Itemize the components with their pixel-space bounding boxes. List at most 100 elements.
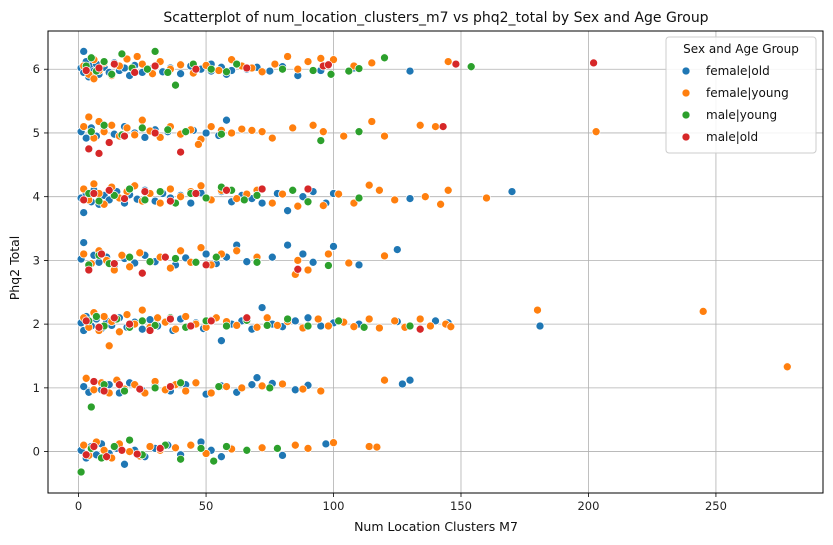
data-point: [482, 193, 491, 203]
data-point: [130, 68, 140, 77]
legend-items: female|old female|young male|young male|old: [681, 64, 789, 144]
data-point: [99, 120, 109, 130]
data-point: [405, 194, 415, 203]
data-point: [86, 402, 96, 412]
data-point: [367, 58, 377, 68]
data-point: [316, 386, 326, 396]
data-point: [443, 57, 453, 66]
data-point: [426, 321, 435, 331]
data-point: [191, 189, 201, 198]
data-point: [252, 257, 262, 267]
data-point: [359, 322, 369, 332]
data-point: [303, 321, 313, 331]
data-point: [191, 257, 201, 267]
data-point: [137, 305, 147, 315]
data-point: [308, 66, 318, 75]
data-point: [150, 321, 160, 330]
data-point: [293, 256, 303, 265]
data-point: [201, 193, 211, 203]
data-point: [507, 187, 517, 196]
data-point: [247, 380, 257, 390]
data-point: [591, 127, 601, 137]
series-female-old: [76, 47, 545, 469]
legend-marker: [681, 88, 691, 98]
data-point: [339, 131, 349, 141]
data-point: [303, 197, 313, 207]
data-point: [176, 147, 185, 157]
data-point: [109, 191, 119, 200]
y-tick-label: 5: [33, 126, 40, 140]
data-point: [150, 61, 160, 71]
data-point: [290, 316, 300, 326]
data-point: [390, 316, 400, 326]
data-point: [214, 382, 224, 391]
data-point: [79, 440, 89, 450]
data-point: [135, 384, 145, 394]
data-point: [117, 250, 127, 260]
data-point: [89, 385, 99, 395]
data-point: [99, 57, 109, 66]
data-point: [308, 120, 318, 130]
y-tick-label: 2: [33, 317, 40, 331]
data-point: [130, 130, 140, 140]
data-point: [181, 127, 191, 137]
data-point: [222, 185, 231, 195]
data-point: [120, 459, 129, 469]
data-point: [163, 68, 173, 77]
data-point: [166, 263, 175, 273]
data-point: [145, 442, 155, 451]
data-point: [242, 63, 252, 73]
data-point: [380, 131, 389, 141]
data-point: [181, 386, 191, 396]
x-tick-label: 250: [705, 499, 727, 513]
data-point: [135, 248, 145, 258]
data-point: [273, 321, 282, 330]
data-point: [84, 112, 94, 122]
data-point: [354, 64, 364, 73]
data-point: [109, 313, 119, 323]
data-point: [194, 140, 203, 149]
x-tick-label: 100: [323, 499, 345, 513]
data-point: [209, 456, 219, 466]
data-point: [120, 386, 129, 396]
x-tick-label: 150: [450, 499, 472, 513]
data-point: [438, 122, 448, 131]
data-point: [125, 435, 134, 445]
legend: Sex and Age Group female|old female|young…: [665, 36, 817, 154]
data-point: [89, 189, 99, 198]
data-point: [125, 184, 134, 194]
data-point: [431, 316, 440, 326]
data-point: [176, 246, 185, 256]
data-point: [145, 326, 155, 335]
data-point: [109, 442, 119, 451]
data-point: [782, 362, 792, 372]
data-point: [415, 120, 425, 130]
data-point: [181, 312, 191, 321]
data-point: [125, 447, 134, 456]
data-point: [283, 206, 292, 216]
data-point: [308, 257, 318, 267]
data-point: [104, 138, 114, 147]
data-point: [206, 122, 216, 131]
data-point: [176, 69, 185, 79]
data-point: [92, 312, 101, 321]
data-point: [535, 321, 545, 331]
data-point: [265, 383, 275, 393]
legend-title: Sex and Age Group: [683, 42, 799, 56]
y-axis-label: Phq2 Total: [7, 236, 22, 301]
data-point: [283, 314, 292, 324]
data-point: [150, 128, 160, 138]
data-point: [211, 252, 221, 262]
data-point: [270, 59, 280, 69]
data-point: [318, 127, 328, 137]
data-point: [290, 385, 300, 395]
data-point: [273, 444, 282, 453]
data-point: [324, 249, 333, 259]
data-point: [354, 193, 364, 203]
data-point: [405, 375, 415, 385]
data-point: [242, 313, 252, 323]
data-point: [163, 125, 173, 135]
data-point: [196, 444, 206, 453]
data-point: [262, 313, 272, 323]
